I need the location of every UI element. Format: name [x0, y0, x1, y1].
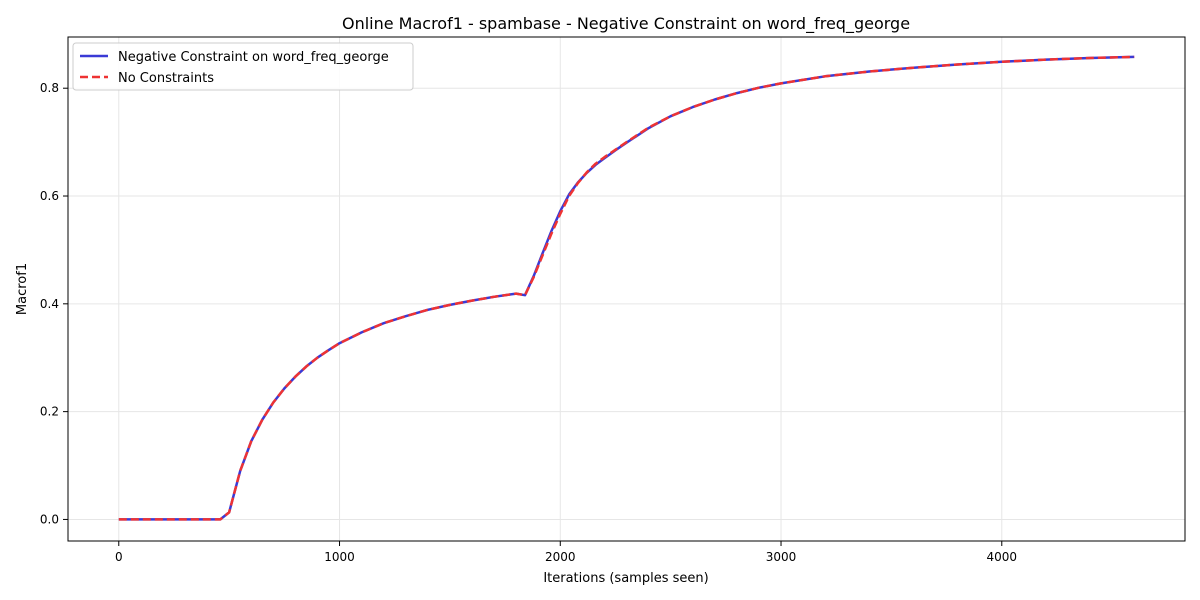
y-tick-label: 0.6	[40, 189, 59, 203]
y-tick-label: 0.0	[40, 512, 59, 526]
plot-lines	[118, 55, 1135, 521]
x-tick-label: 0	[115, 550, 123, 564]
y-axis-label: Macrof1	[15, 263, 30, 315]
y-tick-label: 0.4	[40, 297, 59, 311]
legend: Negative Constraint on word_freq_george …	[72, 42, 414, 91]
x-tick-label: 1000	[324, 550, 355, 564]
x-axis-label: Iterations (samples seen)	[543, 571, 708, 586]
plot-frame	[67, 36, 1186, 542]
legend-label-negative-constraint: Negative Constraint on word_freq_george	[118, 50, 389, 65]
x-tick-label: 4000	[987, 550, 1018, 564]
y-axis-ticks: 0.0 0.2 0.4 0.6 0.8	[40, 81, 68, 526]
x-axis-ticks: 0 1000 2000 3000 4000	[115, 541, 1017, 564]
y-tick-label: 0.2	[40, 405, 59, 419]
x-tick-label: 3000	[766, 550, 797, 564]
legend-box	[72, 42, 414, 91]
chart-title: Online Macrof1 - spambase - Negative Con…	[342, 14, 910, 34]
legend-label-no-constraints: No Constraints	[118, 71, 214, 86]
y-tick-label: 0.8	[40, 81, 59, 95]
x-tick-label: 2000	[545, 550, 576, 564]
grid-lines	[68, 37, 1185, 541]
series-line-no-constraints	[118, 55, 1135, 521]
